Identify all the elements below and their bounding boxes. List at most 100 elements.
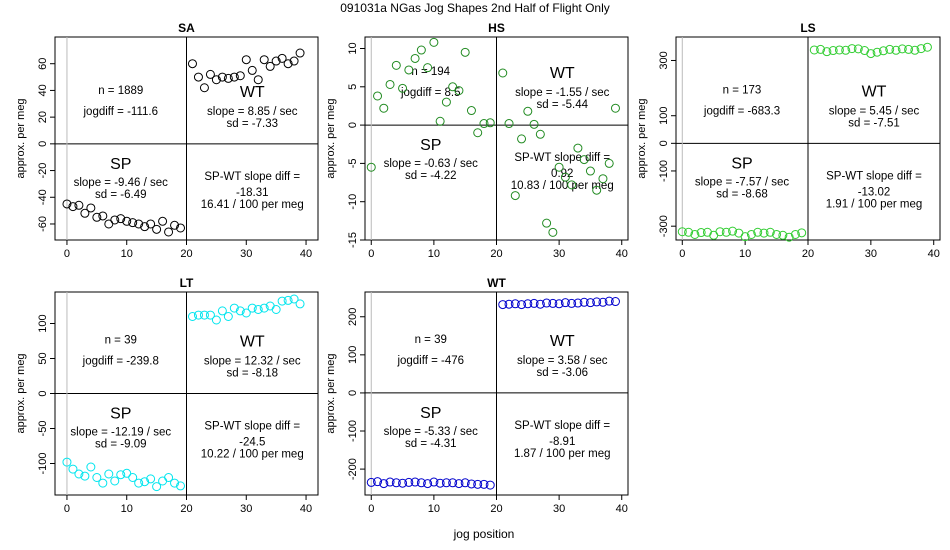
data-point: [834, 45, 844, 55]
data-point: [517, 134, 527, 144]
data-point: [579, 155, 589, 165]
annotation-diff-value: -8.91: [549, 436, 575, 448]
data-point: [510, 191, 520, 201]
annotation-diff-value: -13.02: [858, 186, 891, 198]
x-tick-label: 40: [300, 503, 312, 515]
annotation-diff-label: SP-WT slope diff =: [204, 171, 300, 183]
data-point: [295, 48, 305, 58]
annotation-sp-slope: slope = -0.63 / sec: [384, 158, 479, 170]
data-point: [366, 477, 376, 487]
x-tick-label: 30: [240, 248, 252, 260]
annotation-jogdiff: jogdiff = -111.6: [83, 106, 159, 118]
data-point: [193, 72, 203, 82]
data-point: [140, 222, 150, 232]
data-point: [828, 46, 838, 56]
data-point: [265, 61, 275, 71]
data-point: [765, 227, 775, 237]
annotation-jogdiff: jogdiff = -476: [396, 355, 464, 367]
annotation-diff-label: SP-WT slope diff =: [514, 152, 610, 164]
x-tick-label: 30: [865, 248, 877, 260]
data-point: [80, 208, 90, 218]
x-tick-label: 0: [64, 248, 70, 260]
data-point: [542, 218, 552, 228]
data-point: [229, 303, 239, 313]
y-tick-label: -20: [37, 163, 49, 179]
data-point: [677, 227, 687, 237]
x-tick-label: 10: [121, 248, 133, 260]
annotation-wt-sd: sd = -8.18: [227, 368, 278, 380]
annotation-jogdiff: jogdiff = -683.3: [703, 105, 780, 117]
x-tick-label: 20: [802, 248, 814, 260]
data-point: [535, 299, 545, 309]
data-point: [373, 477, 383, 487]
data-point: [567, 180, 577, 190]
data-point: [211, 75, 221, 85]
annotation-wt-slope: slope = 8.85 / sec: [207, 106, 298, 118]
data-point: [604, 158, 614, 168]
data-point: [448, 478, 458, 488]
data-point: [187, 59, 197, 69]
x-tick-label: 20: [180, 248, 192, 260]
annotation-sp: SP: [731, 155, 752, 172]
x-tick-label: 20: [490, 248, 502, 260]
x-tick-label: 10: [428, 503, 440, 515]
data-point: [398, 478, 408, 488]
data-point: [199, 83, 209, 93]
data-point: [897, 44, 907, 54]
data-point: [542, 298, 552, 308]
data-point: [460, 47, 470, 57]
data-point: [404, 477, 414, 487]
data-point: [610, 103, 620, 113]
data-point: [205, 69, 215, 79]
data-point: [170, 478, 180, 488]
annotation-sp-sd: sd = -4.31: [405, 438, 456, 450]
data-point: [529, 119, 539, 129]
annotation-sp-sd: sd = -4.22: [405, 170, 456, 182]
data-point: [235, 71, 245, 81]
data-point: [847, 44, 857, 54]
data-point: [916, 44, 926, 54]
data-point: [592, 185, 602, 195]
data-point: [146, 219, 156, 229]
figure-xlabel: jog position: [453, 527, 515, 541]
annotation-sp: SP: [110, 406, 131, 423]
data-point: [690, 229, 700, 239]
panel-title: SA: [178, 21, 195, 35]
data-point: [790, 229, 800, 239]
data-point: [573, 298, 583, 308]
data-point: [696, 228, 706, 238]
data-point: [104, 469, 114, 479]
x-tick-label: 20: [490, 503, 502, 515]
panel-ls: LS 0 10 20 30 40 -300 -100 0 100 300 approx. per me…: [636, 21, 941, 260]
data-point: [187, 312, 197, 321]
data-point: [176, 223, 186, 233]
annotation-wt-slope: slope = 3.58 / sec: [517, 355, 608, 367]
annotation-wt: WT: [550, 65, 575, 82]
data-point: [404, 65, 414, 75]
data-point: [554, 162, 564, 172]
data-point: [878, 46, 888, 56]
data-point: [853, 44, 863, 54]
annotation-diff-per-meg: 10.22 / 100 per meg: [201, 449, 304, 461]
y-tick-label: 0: [37, 390, 49, 396]
figure-title: 091031a NGas Jog Shapes 2nd Half of Flig…: [340, 1, 610, 15]
data-point: [523, 299, 533, 309]
data-point: [548, 227, 558, 237]
y-axis-label: approx. per meg: [15, 98, 27, 178]
x-tick-label: 20: [180, 503, 192, 515]
data-point: [702, 227, 712, 237]
data-point: [241, 308, 251, 318]
data-point: [598, 297, 608, 307]
y-tick-label: 60: [37, 58, 49, 70]
data-point: [391, 60, 401, 70]
data-point: [585, 166, 595, 176]
data-point: [910, 45, 920, 55]
annotation-sp-sd: sd = -9.09: [95, 439, 146, 451]
annotation-n: n = 173: [723, 84, 762, 96]
data-point: [152, 482, 162, 492]
annotation-diff-label: SP-WT slope diff =: [514, 420, 610, 432]
x-tick-label: 40: [616, 248, 628, 260]
y-axis-label: approx. per meg: [325, 353, 337, 433]
data-point: [86, 462, 96, 472]
